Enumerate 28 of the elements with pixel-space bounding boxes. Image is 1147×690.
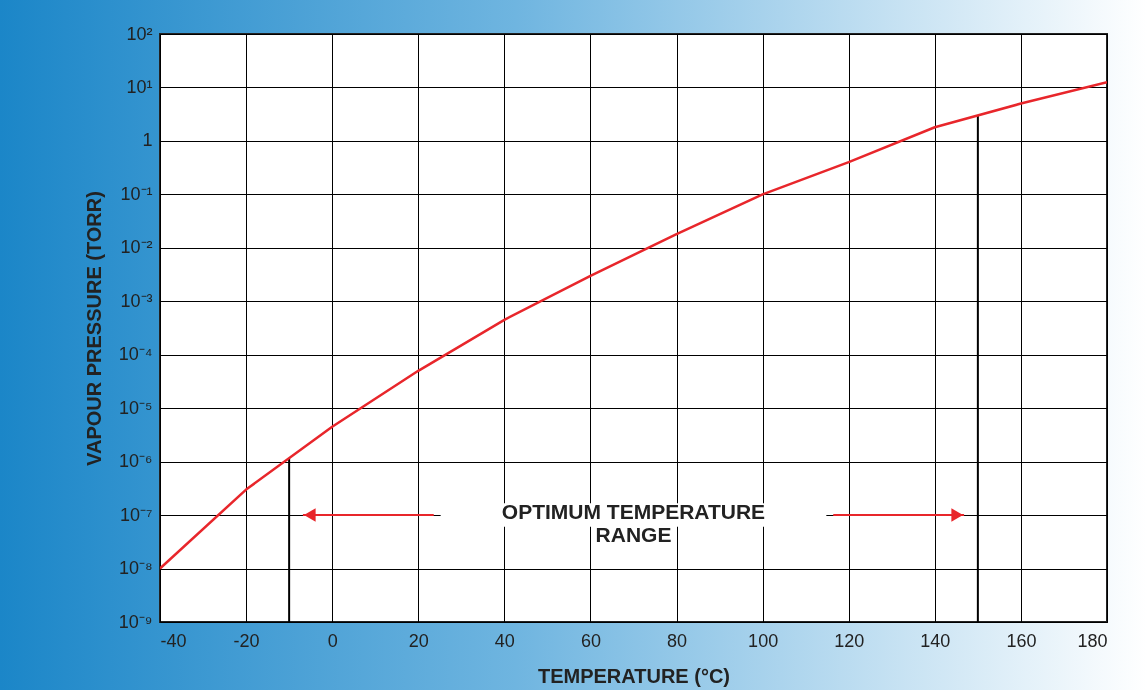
x-tick-label: 160	[1006, 630, 1037, 651]
x-tick-label: 0	[327, 630, 338, 651]
x-tick-label: -40	[160, 630, 187, 651]
y-tick-label: 10⁻¹	[120, 183, 153, 204]
x-tick-label: 20	[408, 630, 429, 651]
y-tick-label: 10⁻⁹	[118, 611, 153, 632]
y-tick-label: 10⁻⁸	[118, 558, 153, 579]
y-tick-label: 10⁻⁷	[119, 504, 153, 525]
y-tick-label: 1	[142, 130, 153, 151]
y-tick-label: 10⁻⁵	[119, 397, 153, 418]
line-series	[160, 81, 1107, 570]
y-tick-label: 10²	[126, 23, 153, 44]
y-axis-title: VAPOUR PRESSURE (TORR)	[82, 191, 105, 466]
x-tick-label: 140	[920, 630, 951, 651]
x-tick-label: -20	[233, 630, 260, 651]
x-tick-label: 40	[494, 630, 515, 651]
annotation: OPTIMUM TEMPERATURE RANGE	[501, 499, 766, 546]
y-tick-label: 10⁻³	[120, 290, 153, 311]
x-tick-label: 120	[834, 630, 865, 651]
x-tick-label: 100	[748, 630, 779, 651]
x-tick-label: 80	[667, 630, 688, 651]
y-tick-label: 10⁻⁴	[118, 344, 153, 365]
x-axis-title: TEMPERATURE (°C)	[537, 664, 731, 687]
y-tick-label: 10¹	[126, 76, 153, 97]
y-tick-label: 10⁻⁶	[119, 451, 153, 472]
x-tick-label: 180	[1077, 630, 1108, 651]
y-tick-label: 10⁻²	[120, 237, 153, 258]
x-tick-label: 60	[580, 630, 601, 651]
